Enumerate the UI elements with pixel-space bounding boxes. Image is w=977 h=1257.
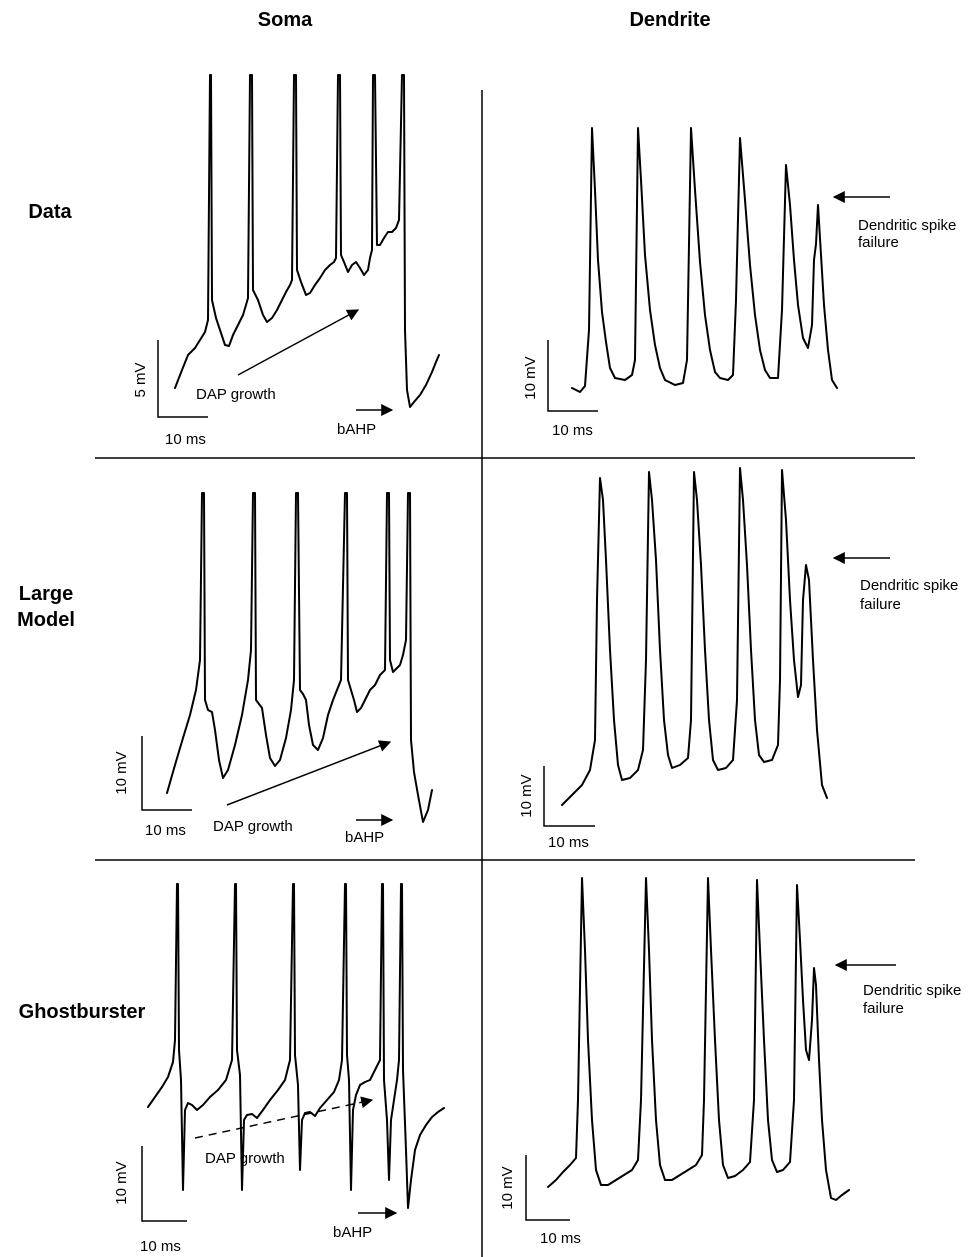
dendrite-trace-data (571, 127, 838, 393)
scale-bar-time-label-dendrite-ghostburster: 10 ms (540, 1230, 581, 1247)
scale-bar-time-label-dendrite-data: 10 ms (552, 422, 593, 439)
bahp-label-data: bAHP (337, 421, 376, 438)
dendrite-trace-ghostburster (547, 877, 850, 1201)
bahp-label-ghostburster: bAHP (333, 1224, 372, 1241)
soma-trace-data (174, 74, 440, 408)
dap-growth-arrow-ghostburster (194, 1096, 374, 1139)
soma-trace-large-model (166, 492, 433, 823)
dap-growth-label-data: DAP growth (196, 386, 276, 403)
scale-bar-time-label-soma-large-model: 10 ms (145, 822, 186, 839)
scale-bar-time-label-dendrite-large-model: 10 ms (548, 834, 589, 851)
scale-bar-soma-large-model (141, 736, 192, 811)
column-header-soma: Soma (258, 9, 313, 31)
dap-growth-arrow-data (237, 309, 360, 376)
column-header-dendrite: Dendrite (629, 9, 710, 31)
spike-failure-label-large-model-line1: Dendritic spike (860, 577, 958, 594)
row-label-large-model-line1: Large (19, 583, 73, 605)
soma-trace-ghostburster (147, 883, 445, 1209)
scale-bar-dendrite-large-model (543, 766, 595, 827)
spike-failure-label-data-line1: Dendritic spike (858, 217, 956, 234)
spike-failure-label-data-line2: failure (858, 234, 899, 251)
scale-bar-dendrite-data (547, 340, 598, 412)
scale-bar-voltage-label-dendrite-data: 10 mV (522, 356, 539, 399)
scale-bar-voltage-label-soma-large-model: 10 mV (113, 751, 130, 794)
row-label-ghostburster: Ghostburster (19, 1001, 146, 1023)
row-label-large-model-line2: Model (17, 609, 75, 631)
dap-growth-label-large-model: DAP growth (213, 818, 293, 835)
spike-failure-label-ghostburster-line2: failure (863, 1000, 904, 1017)
scale-bar-voltage-label-soma-ghostburster: 10 mV (113, 1161, 130, 1204)
dap-growth-arrow-large-model (226, 740, 392, 806)
scale-bar-time-label-soma-data: 10 ms (165, 431, 206, 448)
scale-bar-dendrite-ghostburster (525, 1155, 570, 1221)
scale-bar-soma-data (157, 340, 208, 418)
scale-bar-soma-ghostburster (141, 1146, 187, 1222)
spike-failure-label-large-model-line2: failure (860, 596, 901, 613)
scale-bar-voltage-label-dendrite-ghostburster: 10 mV (499, 1166, 516, 1209)
dap-growth-label-ghostburster: DAP growth (205, 1150, 285, 1167)
scale-bar-voltage-label-soma-data: 5 mV (132, 362, 149, 397)
scale-bar-voltage-label-dendrite-large-model: 10 mV (518, 774, 535, 817)
bahp-label-large-model: bAHP (345, 829, 384, 846)
scale-bar-time-label-soma-ghostburster: 10 ms (140, 1238, 181, 1255)
dendrite-trace-large-model (561, 467, 828, 806)
spike-failure-label-ghostburster-line1: Dendritic spike (863, 982, 961, 999)
row-label-data: Data (28, 201, 72, 223)
